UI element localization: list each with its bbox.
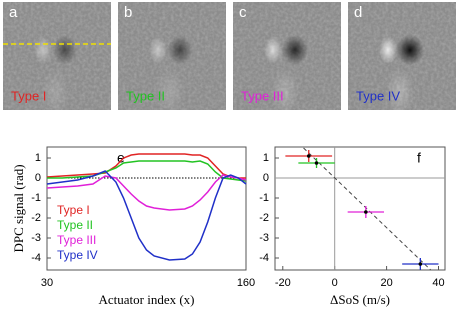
image-highlight <box>379 36 397 64</box>
panel-label: c <box>239 4 247 21</box>
image-shadow <box>167 35 193 65</box>
image-panel: a Type I <box>3 2 111 116</box>
data-line <box>46 153 246 179</box>
image-shadow <box>52 35 78 65</box>
image-panel: c Type III <box>233 2 341 116</box>
data-line <box>46 174 247 211</box>
image-panel: b Type II <box>118 2 226 116</box>
y-tick-label: -2 <box>31 212 41 224</box>
y-tick-label: -3 <box>259 232 269 244</box>
image-shadow <box>396 35 424 65</box>
legend-entry: Type II <box>57 218 93 232</box>
plot-frame <box>46 146 247 271</box>
trend-line <box>303 147 432 271</box>
y-axis-label: DPC signal (rad) <box>11 164 26 252</box>
image-caption: Type III <box>241 88 284 103</box>
y-tick-label: -2 <box>259 212 269 224</box>
data-point <box>314 161 319 165</box>
image-shadow <box>281 35 309 65</box>
image-caption: Type II <box>126 88 165 103</box>
panel-label: d <box>354 4 362 21</box>
image-highlight <box>149 36 167 64</box>
y-tick-label: -1 <box>31 192 41 204</box>
x-tick-label: 30 <box>41 277 53 289</box>
y-tick-label: -3 <box>31 232 41 244</box>
data-point <box>364 210 368 214</box>
x-tick-label: 0 <box>332 277 338 289</box>
image-cone <box>271 68 299 116</box>
image-cone <box>41 68 69 116</box>
y-tick-label: -1 <box>259 192 269 204</box>
panel-label: e <box>117 150 125 166</box>
legend-entry: Type III <box>57 233 96 247</box>
data-line <box>46 170 247 261</box>
x-axis-label: Actuator index (x) <box>98 292 194 307</box>
x-tick-label: 160 <box>237 277 255 289</box>
legend-entry: Type I <box>57 203 90 217</box>
image-caption: Type IV <box>356 88 400 103</box>
image-caption: Type I <box>11 88 46 103</box>
data-point <box>306 154 311 158</box>
y-tick-label: 1 <box>35 152 41 164</box>
image-highlight <box>264 36 282 64</box>
panel-label: a <box>9 4 18 21</box>
data-point <box>418 262 423 266</box>
y-tick-label: -4 <box>31 252 41 264</box>
panel-label: f <box>417 150 421 166</box>
image-cone <box>156 68 184 116</box>
y-tick-label: -4 <box>259 252 269 264</box>
image-panel: d Type IV <box>348 2 456 116</box>
y-tick-label: 1 <box>263 152 269 164</box>
image-cone <box>386 68 414 116</box>
x-tick-label: 20 <box>380 277 392 289</box>
y-tick-label: 0 <box>35 172 41 184</box>
y-tick-label: 0 <box>263 172 269 184</box>
x-axis-label: ΔSoS (m/s) <box>330 292 390 307</box>
image-highlight <box>34 36 52 64</box>
legend-entry: Type IV <box>57 248 98 262</box>
x-tick-label: -20 <box>275 277 291 289</box>
x-tick-label: 40 <box>432 277 444 289</box>
panel-label: b <box>124 4 132 21</box>
plot-frame <box>274 146 446 271</box>
